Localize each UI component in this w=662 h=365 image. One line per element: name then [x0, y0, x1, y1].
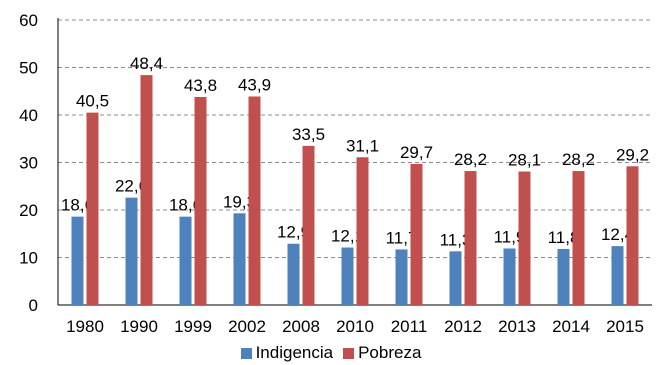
data-label-pobreza-2002: 43,9	[238, 75, 271, 94]
legend-label-indigencia: Indigencia	[255, 343, 334, 362]
legend-label-pobreza: Pobreza	[358, 343, 422, 362]
x-tick-label-1980: 1980	[66, 317, 104, 336]
legend-swatch-pobreza	[343, 347, 355, 359]
bar-indigencia-2008	[287, 243, 300, 305]
bar-indigencia-1999	[179, 216, 192, 305]
data-label-pobreza-2012: 28,2	[454, 150, 487, 169]
x-tick-label-2012: 2012	[444, 317, 482, 336]
bar-pobreza-2012	[464, 171, 477, 305]
bar-pobreza-2010	[356, 157, 369, 305]
bar-indigencia-2014	[557, 248, 570, 305]
bar-indigencia-2002	[233, 213, 246, 305]
x-tick-label-2015: 2015	[606, 317, 644, 336]
data-label-indigencia-2011: 11,7	[386, 228, 418, 247]
bar-pobreza-2013	[518, 171, 531, 305]
x-tick-label-2014: 2014	[552, 317, 590, 336]
bar-pobreza-1999	[194, 96, 207, 305]
data-label-indigencia-2014: 11,8	[548, 228, 580, 247]
data-label-pobreza-2013: 28,1	[508, 151, 541, 170]
y-tick-label-50: 50	[19, 59, 38, 78]
data-label-indigencia-1999: 18,6	[169, 196, 202, 215]
data-label-indigencia-1990: 22,6	[115, 177, 148, 196]
legend-item-pobreza: Pobreza	[343, 343, 421, 363]
data-label-indigencia-1980: 18,6	[61, 196, 94, 215]
bar-indigencia-2013	[503, 248, 516, 305]
bar-pobreza-2011	[410, 163, 423, 305]
x-tick-label-2013: 2013	[498, 317, 536, 336]
bar-indigencia-1980	[71, 216, 84, 305]
data-label-indigencia-2013: 11,9	[494, 227, 526, 246]
bar-indigencia-2012	[449, 251, 462, 305]
x-tick-label-2008: 2008	[282, 317, 320, 336]
data-label-pobreza-2010: 31,1	[346, 136, 379, 155]
bar-indigencia-2015	[611, 246, 624, 305]
y-tick-label-0: 0	[29, 296, 38, 315]
x-tick-label-1990: 1990	[120, 317, 158, 336]
bar-pobreza-2008	[302, 145, 315, 305]
data-label-pobreza-2008: 33,5	[292, 125, 325, 144]
data-label-indigencia-2008: 12,9	[277, 223, 310, 242]
data-label-indigencia-2010: 12,1	[331, 227, 364, 246]
data-label-pobreza-1990: 48,4	[130, 54, 163, 73]
x-tick-label-2002: 2002	[228, 317, 266, 336]
y-tick-label-60: 60	[19, 11, 38, 30]
bar-pobreza-1990	[140, 75, 153, 305]
data-label-pobreza-2011: 29,7	[400, 143, 433, 162]
x-tick-label-2010: 2010	[336, 317, 374, 336]
data-label-pobreza-1999: 43,8	[184, 76, 217, 95]
legend-swatch-indigencia	[240, 347, 252, 359]
data-label-indigencia-2015: 12,4	[601, 225, 634, 244]
data-label-indigencia-2012: 11,3	[440, 230, 472, 249]
bar-pobreza-2002	[248, 96, 261, 305]
bar-indigencia-1990	[125, 197, 138, 305]
data-label-pobreza-2015: 29,2	[616, 145, 649, 164]
data-label-pobreza-1980: 40,5	[76, 92, 109, 111]
x-tick-label-2011: 2011	[391, 317, 428, 336]
legend: Indigencia Pobreza	[0, 343, 662, 363]
y-tick-label-40: 40	[19, 106, 38, 125]
bar-indigencia-2010	[341, 247, 354, 305]
data-label-pobreza-2014: 28,2	[562, 150, 595, 169]
bar-indigencia-2011	[395, 249, 408, 305]
bar-pobreza-2015	[626, 166, 639, 305]
data-label-indigencia-2002: 19,3	[223, 192, 256, 211]
y-tick-label-20: 20	[19, 201, 38, 220]
legend-item-indigencia: Indigencia	[240, 343, 334, 363]
y-tick-label-10: 10	[19, 249, 38, 268]
bar-pobreza-1980	[86, 112, 99, 305]
x-tick-label-1999: 1999	[174, 317, 212, 336]
y-tick-label-30: 30	[19, 154, 38, 173]
bar-pobreza-2014	[572, 171, 585, 305]
